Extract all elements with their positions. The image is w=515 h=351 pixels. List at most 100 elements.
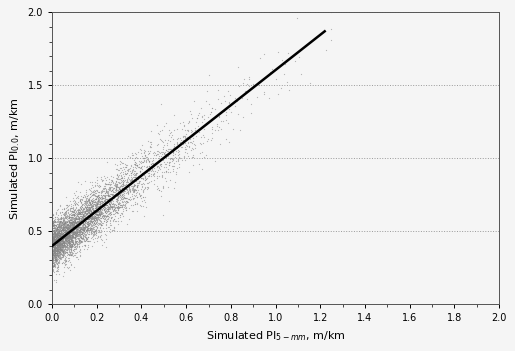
Point	[83, 226, 91, 232]
Point	[67, 242, 76, 247]
Point	[64, 245, 72, 251]
Point	[75, 239, 83, 245]
Point	[87, 193, 95, 198]
Point	[157, 137, 165, 143]
Point	[61, 210, 69, 216]
Point	[65, 218, 74, 224]
Point	[146, 167, 154, 173]
Point	[80, 212, 89, 218]
Point	[106, 210, 114, 216]
Point	[93, 193, 101, 199]
Point	[126, 187, 134, 193]
Point	[73, 226, 81, 231]
Point	[92, 197, 100, 202]
Point	[54, 253, 62, 259]
Point	[131, 201, 140, 207]
Point	[62, 213, 70, 219]
Point	[110, 211, 118, 217]
Point	[293, 15, 301, 21]
Point	[208, 117, 216, 123]
Point	[53, 244, 61, 250]
Point	[96, 210, 104, 216]
Point	[81, 229, 89, 235]
Point	[95, 208, 103, 214]
Point	[67, 234, 75, 240]
Point	[54, 232, 62, 238]
Point	[64, 227, 72, 232]
Point	[121, 203, 129, 209]
Point	[51, 232, 59, 238]
Point	[112, 181, 120, 187]
Point	[59, 227, 67, 233]
Point	[64, 219, 73, 224]
Point	[98, 207, 106, 213]
Point	[64, 236, 72, 241]
Point	[79, 221, 88, 227]
Point	[154, 187, 163, 193]
Point	[68, 229, 77, 234]
Point	[247, 101, 255, 106]
Point	[50, 247, 58, 253]
Point	[101, 201, 109, 207]
Point	[81, 201, 89, 207]
Point	[158, 173, 166, 179]
Point	[65, 229, 73, 234]
Point	[74, 199, 82, 205]
Point	[186, 111, 195, 116]
Point	[60, 227, 68, 233]
Point	[122, 205, 130, 211]
Point	[62, 228, 70, 233]
Point	[206, 112, 214, 117]
Point	[76, 227, 84, 233]
Point	[50, 237, 59, 243]
Point	[92, 217, 100, 223]
Point	[123, 167, 131, 173]
Point	[104, 207, 112, 212]
Point	[76, 229, 84, 234]
Point	[67, 243, 75, 249]
Point	[50, 244, 58, 249]
Point	[61, 237, 70, 243]
Point	[72, 225, 80, 230]
Point	[136, 151, 145, 156]
Point	[56, 248, 64, 254]
Point	[195, 161, 203, 167]
Point	[50, 250, 58, 255]
Point	[55, 233, 63, 238]
Point	[49, 241, 58, 246]
Point	[71, 230, 79, 235]
Point	[60, 238, 68, 244]
Point	[63, 236, 72, 241]
Point	[73, 232, 81, 238]
Point	[59, 236, 67, 241]
Point	[117, 175, 125, 181]
Point	[93, 235, 101, 241]
Point	[77, 206, 85, 211]
Point	[52, 256, 60, 262]
Point	[55, 225, 63, 230]
Point	[64, 238, 72, 244]
Point	[74, 217, 82, 222]
Point	[56, 224, 64, 230]
Point	[71, 224, 79, 230]
Point	[71, 233, 79, 238]
Point	[57, 236, 65, 241]
Point	[50, 240, 58, 246]
Point	[168, 164, 177, 169]
Point	[166, 146, 175, 152]
Point	[198, 113, 206, 119]
Point	[116, 197, 125, 203]
Point	[50, 240, 58, 245]
Point	[74, 179, 82, 185]
Point	[63, 233, 72, 238]
Point	[53, 248, 61, 254]
Point	[106, 229, 114, 234]
Point	[61, 236, 69, 241]
Point	[88, 192, 96, 198]
Point	[50, 249, 59, 255]
Point	[76, 223, 84, 228]
Point	[79, 220, 88, 226]
Point	[87, 204, 95, 210]
Point	[219, 118, 227, 124]
Point	[93, 218, 101, 224]
